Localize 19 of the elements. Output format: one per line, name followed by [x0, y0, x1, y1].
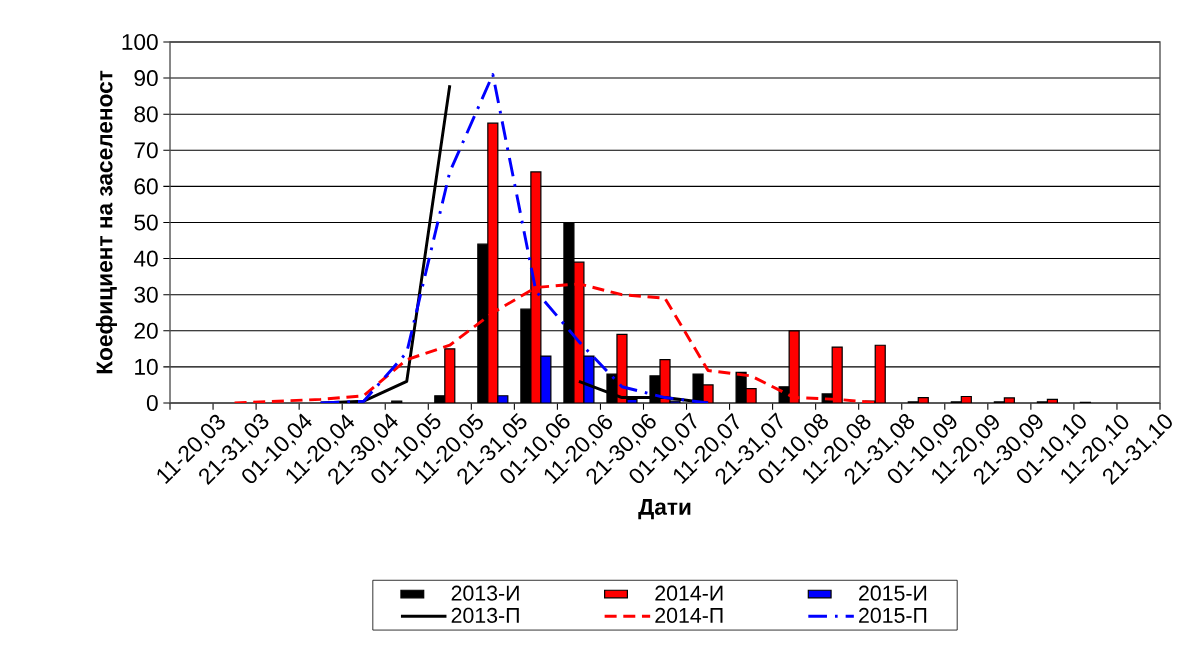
legend-label: 2014-П [655, 607, 723, 623]
legend-label: 2014-И [655, 585, 723, 601]
x-axis-title: Дати [638, 499, 691, 520]
legend-label: 2015-П [859, 607, 927, 623]
y-tick-label: 70 [134, 142, 158, 159]
y-tick-label: 30 [134, 286, 158, 303]
y-tick-label: 20 [134, 322, 158, 339]
y-tick-label: 50 [134, 214, 158, 231]
y-tick-label: 0 [146, 394, 158, 412]
y-tick-label: 40 [133, 250, 158, 267]
y-axis-title: Коефициент на заселеност [95, 70, 117, 374]
legend-label: 2013-П [451, 607, 519, 623]
y-tick-label: 60 [134, 178, 158, 195]
legend-label: 2015-И [859, 585, 927, 601]
y-tick-label: 10 [135, 358, 158, 375]
y-tick-label: 100 [122, 33, 158, 51]
legend-label: 2013-И [451, 585, 519, 601]
y-tick-label: 80 [134, 106, 158, 123]
y-tick-label: 90 [134, 70, 158, 87]
